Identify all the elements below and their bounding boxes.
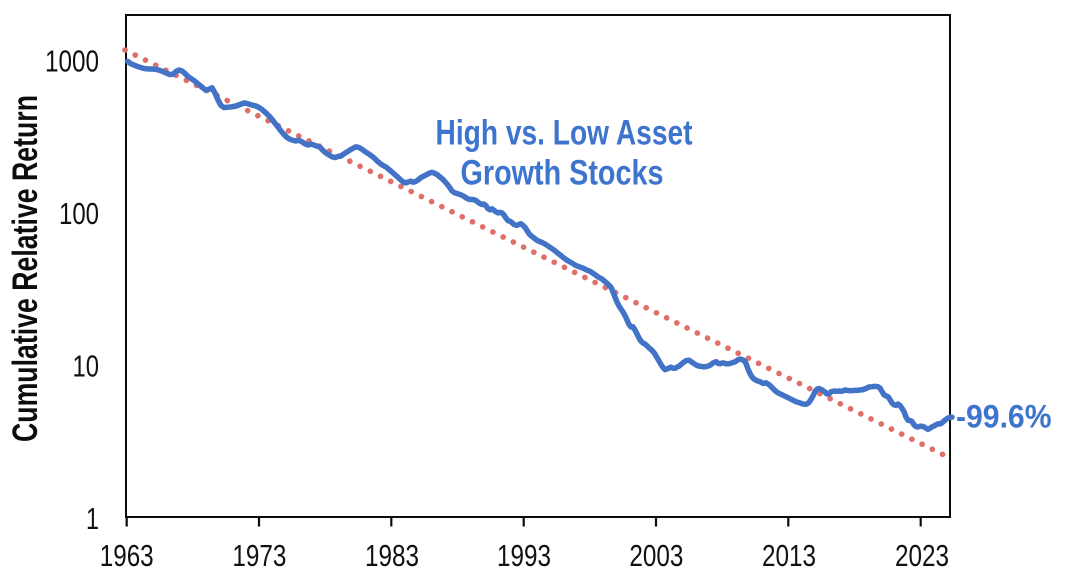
svg-text:100: 100: [59, 196, 99, 231]
svg-text:2003: 2003: [629, 538, 683, 573]
svg-text:10: 10: [73, 349, 100, 384]
svg-text:Growth Stocks: Growth Stocks: [461, 154, 664, 193]
svg-text:Cumulative Relative Return: Cumulative Relative Return: [6, 95, 45, 442]
svg-text:1973: 1973: [232, 538, 286, 573]
svg-text:2013: 2013: [762, 538, 816, 573]
svg-text:1: 1: [86, 501, 99, 536]
svg-text:1000: 1000: [45, 44, 99, 79]
svg-text:-99.6%: -99.6%: [956, 399, 1052, 435]
svg-text:1993: 1993: [497, 538, 551, 573]
svg-text:High vs. Low Asset: High vs. Low Asset: [436, 114, 693, 153]
svg-text:1983: 1983: [365, 538, 419, 573]
svg-text:2023: 2023: [895, 538, 949, 573]
svg-text:1963: 1963: [100, 538, 154, 573]
